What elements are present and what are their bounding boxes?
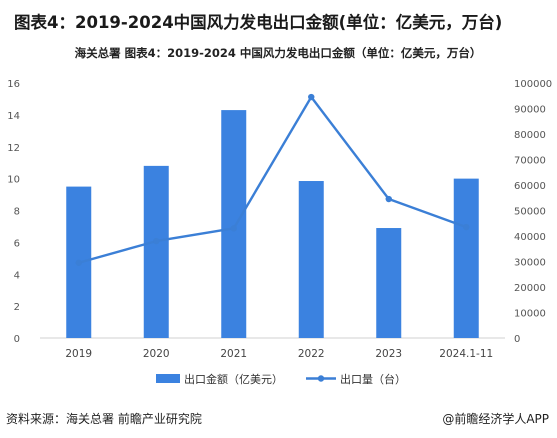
bar [221, 110, 247, 338]
bar [298, 181, 324, 338]
y-axis-left: 0 2 4 6 8 10 12 14 16 [7, 79, 20, 345]
line-point [308, 93, 315, 101]
x-tick-label: 2022 [298, 348, 325, 360]
y-axis-right: 0 10000 20000 30000 40000 50000 60000 70000 8000… [514, 79, 552, 345]
legend-bar-swatch [156, 374, 180, 383]
line-point [385, 195, 392, 203]
page-title: 图表4：2019-2024中国风力发电出口金额(单位：亿美元，万台) [14, 13, 503, 32]
y-right-tick-label: 10000 [514, 309, 546, 320]
x-tick-label: 2020 [143, 348, 170, 360]
y-left-tick-label: 14 [7, 111, 20, 122]
x-axis-ticks: 2019 2020 2021 2022 2023 2024.1-11 [65, 348, 493, 360]
y-right-tick-label: 90000 [514, 105, 546, 116]
y-right-tick-label: 0 [514, 334, 520, 345]
x-tick-label: 2019 [65, 348, 92, 360]
y-left-tick-label: 2 [14, 302, 20, 313]
bar [453, 178, 479, 338]
y-left-tick-label: 4 [14, 270, 20, 281]
y-right-tick-label: 100000 [514, 79, 552, 90]
chart-title: 海关总署 图表4：2019-2024 中国风力发电出口金额（单位：亿美元，万台） [75, 46, 482, 60]
y-right-tick-label: 20000 [514, 283, 546, 294]
line-path [78, 95, 467, 264]
y-right-tick-label: 30000 [514, 258, 546, 269]
legend-bar-label: 出口金额（亿美元） [184, 372, 283, 386]
y-right-tick-label: 70000 [514, 156, 546, 167]
y-left-tick-label: 12 [7, 143, 20, 154]
x-tick-label: 2021 [220, 348, 247, 360]
bar [143, 165, 169, 338]
line-point [75, 259, 82, 266]
line-point [230, 225, 237, 232]
source-note: 资料来源：海关总署 前瞻产业研究院 [6, 412, 202, 426]
bar [376, 228, 402, 338]
line-series [75, 93, 470, 266]
y-right-tick-label: 50000 [514, 207, 546, 218]
y-right-tick-label: 40000 [514, 232, 546, 243]
y-left-tick-label: 6 [14, 238, 20, 249]
legend-line-marker [317, 375, 325, 382]
line-point [153, 237, 160, 245]
x-tick-label: 2024.1-11 [439, 348, 493, 360]
y-left-tick-label: 8 [14, 207, 20, 218]
y-left-tick-label: 16 [7, 79, 20, 90]
x-tick-label: 2023 [375, 348, 402, 360]
legend-line-label: 出口量（台） [340, 372, 406, 386]
legend: 出口金额（亿美元） 出口量（台） [156, 372, 406, 386]
y-right-tick-label: 60000 [514, 181, 546, 192]
brand-label: @前瞻经济学人APP [442, 412, 549, 426]
line-point [463, 223, 470, 231]
y-right-tick-label: 80000 [514, 130, 546, 141]
bar-series [66, 110, 479, 338]
y-left-tick-label: 0 [14, 334, 20, 345]
y-left-tick-label: 10 [7, 175, 20, 186]
